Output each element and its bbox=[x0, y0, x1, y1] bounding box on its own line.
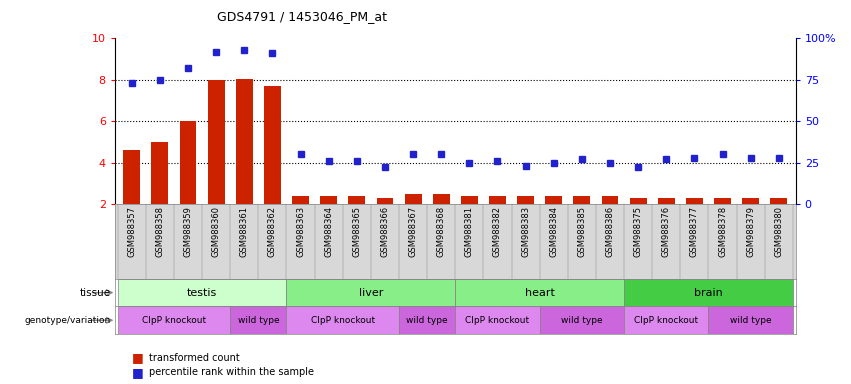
Text: GSM988360: GSM988360 bbox=[212, 206, 220, 257]
Text: GSM988380: GSM988380 bbox=[774, 206, 783, 257]
Bar bbox=[770, 198, 787, 204]
Bar bbox=[208, 80, 225, 204]
Bar bbox=[742, 198, 759, 204]
Text: GSM988376: GSM988376 bbox=[662, 206, 671, 257]
Text: GSM988363: GSM988363 bbox=[296, 206, 305, 257]
Bar bbox=[117, 306, 231, 334]
Text: GSM988367: GSM988367 bbox=[408, 206, 418, 257]
Text: GSM988359: GSM988359 bbox=[184, 206, 192, 257]
Bar bbox=[231, 306, 287, 334]
Text: GSM988358: GSM988358 bbox=[156, 206, 164, 257]
Bar bbox=[180, 121, 197, 204]
Bar bbox=[376, 198, 393, 204]
Text: ClpP knockout: ClpP knockout bbox=[465, 316, 529, 325]
Text: transformed count: transformed count bbox=[149, 353, 240, 363]
Text: ■: ■ bbox=[132, 351, 144, 364]
Text: wild type: wild type bbox=[561, 316, 603, 325]
Bar bbox=[264, 86, 281, 204]
Text: GSM988377: GSM988377 bbox=[690, 206, 699, 257]
Text: GSM988382: GSM988382 bbox=[493, 206, 502, 257]
Text: GSM988365: GSM988365 bbox=[352, 206, 362, 257]
Bar bbox=[461, 195, 477, 204]
Text: ClpP knockout: ClpP knockout bbox=[142, 316, 206, 325]
Text: GSM988362: GSM988362 bbox=[268, 206, 277, 257]
Text: ■: ■ bbox=[132, 366, 144, 379]
Text: GSM988366: GSM988366 bbox=[380, 206, 390, 257]
Bar bbox=[455, 306, 540, 334]
Bar bbox=[455, 279, 624, 306]
Bar bbox=[630, 198, 647, 204]
Text: GSM988375: GSM988375 bbox=[634, 206, 643, 257]
Text: tissue: tissue bbox=[79, 288, 111, 298]
Text: wild type: wild type bbox=[237, 316, 279, 325]
Bar bbox=[686, 198, 703, 204]
Text: GDS4791 / 1453046_PM_at: GDS4791 / 1453046_PM_at bbox=[217, 10, 387, 23]
Bar bbox=[151, 142, 168, 204]
Bar bbox=[117, 279, 287, 306]
Bar bbox=[624, 279, 793, 306]
Text: GSM988385: GSM988385 bbox=[577, 206, 586, 257]
Bar bbox=[399, 306, 455, 334]
Text: percentile rank within the sample: percentile rank within the sample bbox=[149, 367, 314, 377]
Text: brain: brain bbox=[694, 288, 722, 298]
Text: GSM988378: GSM988378 bbox=[718, 206, 727, 257]
Text: GSM988381: GSM988381 bbox=[465, 206, 474, 257]
Text: GSM988379: GSM988379 bbox=[746, 206, 755, 257]
Text: ClpP knockout: ClpP knockout bbox=[311, 316, 374, 325]
Bar bbox=[404, 194, 421, 204]
Bar bbox=[292, 195, 309, 204]
Text: GSM988364: GSM988364 bbox=[324, 206, 334, 257]
Bar bbox=[517, 195, 534, 204]
Text: GSM988383: GSM988383 bbox=[521, 206, 530, 257]
Text: GSM988368: GSM988368 bbox=[437, 206, 446, 257]
Bar bbox=[123, 150, 140, 204]
Text: GSM988357: GSM988357 bbox=[128, 206, 136, 257]
Bar bbox=[489, 195, 506, 204]
Text: testis: testis bbox=[187, 288, 217, 298]
Text: wild type: wild type bbox=[406, 316, 448, 325]
Bar bbox=[540, 306, 624, 334]
Bar bbox=[574, 195, 591, 204]
Text: GSM988386: GSM988386 bbox=[606, 206, 614, 257]
Text: wild type: wild type bbox=[730, 316, 772, 325]
Bar bbox=[433, 194, 449, 204]
Text: genotype/variation: genotype/variation bbox=[25, 316, 111, 325]
Bar bbox=[602, 195, 619, 204]
Bar bbox=[624, 306, 709, 334]
Bar bbox=[658, 198, 675, 204]
Text: ClpP knockout: ClpP knockout bbox=[634, 316, 699, 325]
Bar bbox=[287, 279, 455, 306]
Text: GSM988384: GSM988384 bbox=[549, 206, 558, 257]
Bar bbox=[714, 198, 731, 204]
Bar bbox=[236, 79, 253, 204]
Text: liver: liver bbox=[359, 288, 383, 298]
Bar bbox=[348, 195, 365, 204]
Bar bbox=[320, 195, 337, 204]
Bar bbox=[709, 306, 793, 334]
Text: GSM988361: GSM988361 bbox=[240, 206, 248, 257]
Bar bbox=[287, 306, 399, 334]
Bar bbox=[545, 195, 563, 204]
Text: heart: heart bbox=[525, 288, 555, 298]
